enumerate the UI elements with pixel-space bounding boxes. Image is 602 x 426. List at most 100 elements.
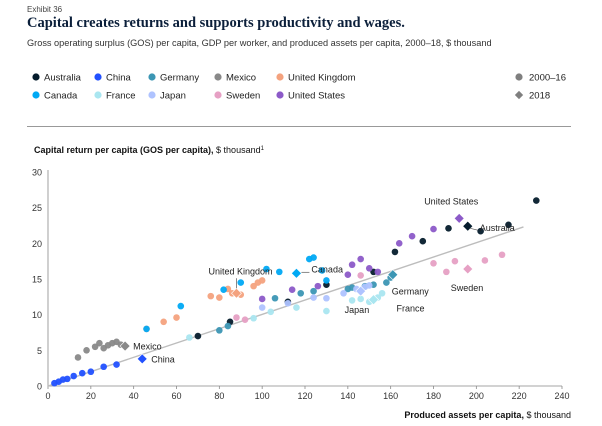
data-point-united-kingdom	[173, 314, 180, 321]
y-axis-label: Capital return per capita (GOS per capit…	[34, 145, 265, 155]
y-tick-label: 30	[32, 168, 42, 178]
data-point-germany	[310, 287, 317, 295]
data-point-france	[293, 304, 300, 311]
data-point-2018-mexico	[119, 340, 131, 352]
data-point-mexico	[96, 339, 103, 347]
data-point-australia	[477, 227, 484, 235]
country-label-france: France	[397, 304, 425, 314]
data-point-2018-canada	[291, 267, 302, 279]
x-tick-label: 200	[469, 391, 484, 401]
data-point-germany	[383, 279, 390, 286]
data-point-france	[348, 297, 356, 304]
data-point-china	[87, 368, 95, 376]
data-point-mexico	[74, 354, 82, 361]
data-point-united-states	[344, 271, 352, 279]
data-point-france	[378, 289, 386, 297]
legend-label-sweden: Sweden	[226, 91, 260, 102]
legend-marker-united-states	[276, 91, 284, 99]
legend-marker-diamond	[513, 89, 525, 101]
data-point-canada	[310, 254, 317, 261]
data-point-china	[100, 363, 107, 371]
data-point-united-states	[374, 268, 382, 276]
x-axis-label: Produced assets per capita, $ thousand	[404, 410, 571, 420]
exhibit-label: Exhibit 36	[27, 5, 63, 14]
legend-label-circle: 2000–16	[529, 73, 566, 84]
data-point-mexico	[83, 347, 90, 354]
data-point-china	[78, 369, 86, 377]
data-point-2018-united-states	[453, 212, 465, 224]
data-point-germany	[271, 294, 279, 302]
chart-title: Capital creates returns and supports pro…	[27, 15, 405, 31]
country-label-germany: Germany	[392, 287, 430, 297]
data-point-united-states	[288, 286, 296, 294]
data-point-2018-united-kingdom	[231, 287, 242, 299]
y-tick-label: 20	[32, 239, 42, 249]
legend-marker-united-kingdom	[276, 73, 284, 81]
y-tick-label: 10	[32, 310, 42, 320]
country-label-china: China	[151, 354, 175, 364]
data-point-canada	[263, 265, 270, 273]
y-tick-label: 15	[32, 275, 42, 285]
data-point-sweden	[443, 268, 450, 276]
data-point-china	[113, 361, 120, 368]
data-point-united-states	[365, 265, 373, 272]
data-point-canada	[220, 286, 227, 294]
data-point-australia	[194, 332, 202, 340]
legend-label-united-states: United States	[288, 91, 345, 102]
data-point-united-states	[348, 261, 356, 269]
legend-label-mexico: Mexico	[226, 73, 256, 84]
data-point-canada	[318, 267, 326, 274]
data-point-united-kingdom	[258, 277, 266, 284]
legend-marker-china	[94, 73, 102, 81]
y-tick-label: 0	[37, 382, 42, 392]
x-tick-label: 120	[297, 391, 312, 401]
data-point-2018-australia	[462, 220, 474, 232]
country-label-united-kingdom: United Kingdom	[208, 266, 272, 276]
data-point-sweden	[481, 257, 489, 264]
data-point-united-states	[395, 240, 403, 247]
data-point-united-states	[258, 295, 266, 303]
x-tick-label: 240	[554, 391, 569, 401]
label-leader-line	[469, 227, 478, 231]
data-point-united-kingdom	[216, 294, 223, 301]
x-tick-label: 100	[255, 391, 270, 401]
legend-marker-canada	[32, 91, 40, 99]
data-point-canada	[237, 279, 245, 286]
x-tick-label: 160	[383, 391, 398, 401]
x-tick-label: 180	[426, 391, 441, 401]
data-point-united-kingdom	[160, 318, 167, 326]
data-point-australia	[445, 225, 452, 232]
data-point-united-states	[408, 232, 416, 240]
data-point-2018-japan	[355, 285, 367, 297]
chart-subtitle: Gross operating surplus (GOS) per capita…	[27, 38, 492, 48]
legend-label-germany: Germany	[160, 73, 199, 84]
data-point-germany	[216, 327, 223, 334]
country-label-japan: Japan	[345, 305, 370, 315]
data-point-france	[323, 307, 330, 315]
x-tick-label: 40	[129, 391, 139, 401]
data-point-australia	[419, 237, 427, 245]
country-label-united-states: United States	[424, 196, 479, 206]
data-point-germany	[224, 322, 232, 330]
data-point-germany	[297, 289, 305, 297]
data-point-australia	[505, 221, 512, 229]
data-point-2018-france	[368, 294, 379, 306]
legend-marker-australia	[32, 73, 40, 81]
data-point-japan	[365, 282, 373, 289]
data-point-united-states	[430, 225, 437, 233]
x-tick-label: 20	[86, 391, 96, 401]
x-tick-label: 80	[214, 391, 224, 401]
x-tick-label: 220	[512, 391, 527, 401]
data-point-sweden	[241, 316, 249, 323]
country-label-mexico: Mexico	[133, 342, 162, 352]
data-point-2018-sweden	[462, 263, 474, 275]
data-point-canada	[177, 302, 185, 310]
x-tick-label: 140	[340, 391, 355, 401]
legend-marker-japan	[148, 91, 156, 99]
legend-label-china: China	[106, 73, 132, 84]
data-point-japan	[310, 294, 317, 301]
country-label-sweden: Sweden	[451, 283, 484, 293]
data-point-united-kingdom	[207, 292, 215, 300]
country-label-canada: Canada	[311, 264, 343, 274]
